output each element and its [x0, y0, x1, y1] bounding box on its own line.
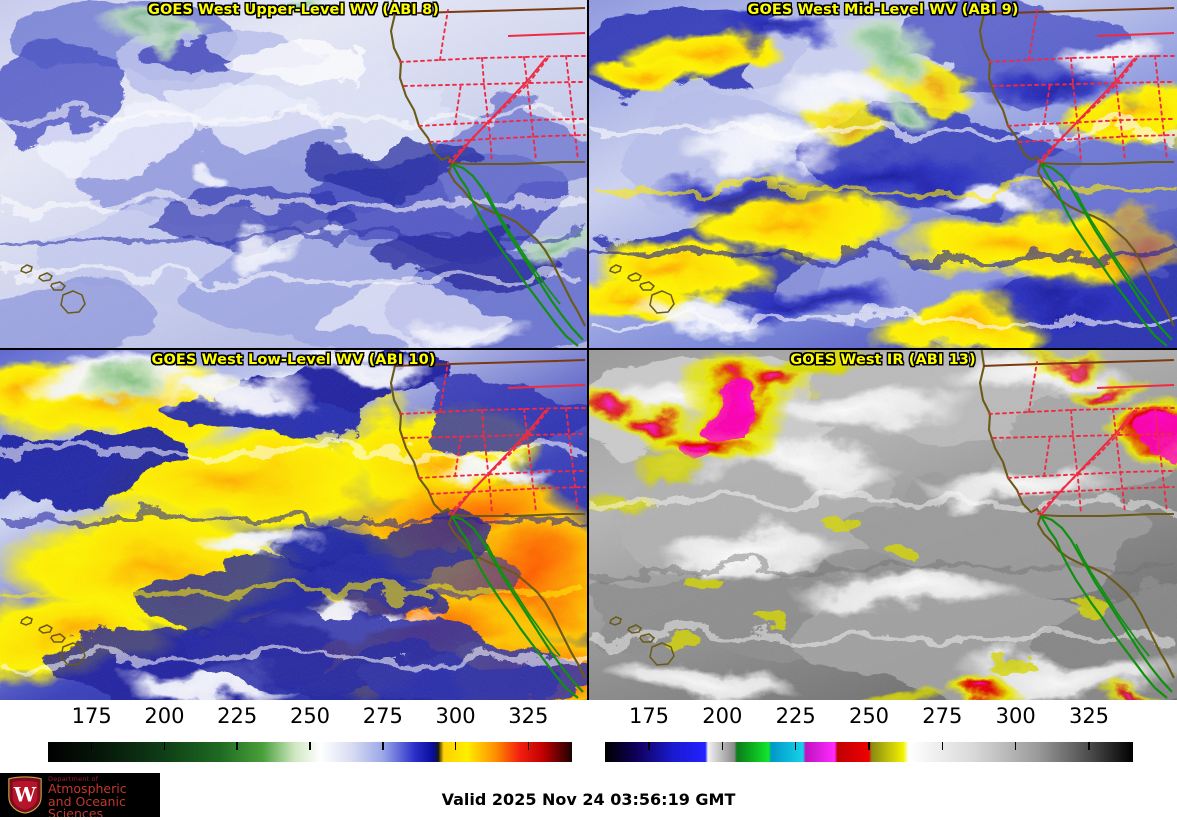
wv-colorbar-tick-mark [309, 742, 311, 750]
wv-colorbar-tick-mark [381, 742, 384, 750]
ir-colorbar-tick-mark [1088, 742, 1090, 750]
wv-colorbar-labels: 175 200 225 250 275 300 325 [0, 704, 589, 734]
ir-colorbar-tick-label: 325 [1068, 704, 1110, 728]
wv-colorbar-tick-mark [454, 742, 457, 750]
ir-colorbar-tick-label: 250 [848, 704, 890, 728]
ir-colorbar-labels: 175 200 225 250 275 300 325 [589, 704, 1177, 734]
ir-colorbar-tick-mark [941, 742, 944, 750]
ir-colorbar-group: 175 200 225 250 275 300 325 [589, 700, 1177, 770]
panel-upper-level-wv[interactable]: GOES West Upper-Level WV (ABI 8) [0, 0, 587, 348]
wv-colorbar-tick-mark [163, 742, 166, 750]
wv-colorbar-tick-label: 300 [435, 704, 476, 728]
ir-colorbar-tick-mark [648, 742, 650, 750]
wv-colorbar-group: 175 200 225 250 275 300 325 [0, 700, 589, 770]
wv-colorbar-tick-label: 200 [144, 704, 185, 728]
ir-colorbar-tick-label: 175 [628, 704, 670, 728]
low-level-wv-image [0, 350, 587, 700]
upper-level-wv-image [0, 0, 587, 348]
wv-colorbar-tick-mark [527, 742, 530, 750]
panel-ir[interactable]: GOES West IR (ABI 13) [589, 350, 1177, 700]
logo-line-oceanic: and Oceanic Sciences [48, 793, 126, 817]
panel-grid: GOES West Upper-Level WV (ABI 8) [0, 0, 1177, 700]
wv-colorbar-tick-label: 250 [289, 704, 331, 728]
panel-mid-level-wv[interactable]: GOES West Mid-Level WV (ABI 9) [589, 0, 1177, 348]
footer: W Department of Atmospheric and Oceanic … [0, 770, 1177, 820]
wv-colorbar-tick-label: 225 [217, 704, 258, 728]
ir-colorbar-ticks [589, 742, 1177, 750]
ir-colorbar-tick-mark [868, 742, 870, 750]
ir-image [589, 350, 1177, 700]
logo-line-atmospheric: Atmospheric [48, 780, 127, 796]
ir-colorbar-tick-mark [794, 742, 797, 750]
wv-colorbar-tick-label: 275 [362, 704, 403, 728]
wv-colorbar-tick-label: 325 [508, 704, 549, 728]
ir-colorbar-tick-mark [721, 742, 724, 750]
ir-colorbar-gradient [605, 742, 1133, 762]
panel-low-level-wv[interactable]: GOES West Low-Level WV (ABI 10) [0, 350, 587, 700]
uw-aos-logo[interactable]: W Department of Atmospheric and Oceanic … [0, 773, 160, 817]
svg-text:W: W [13, 783, 37, 807]
wv-colorbar-gradient [48, 742, 572, 762]
wv-colorbar-tick-mark [90, 742, 93, 750]
logo-line-department: Department of [48, 775, 99, 783]
ir-colorbar-tick-label: 200 [702, 704, 743, 728]
mid-level-wv-image [589, 0, 1177, 348]
uw-crest-icon: W [8, 776, 42, 814]
colorbar-area: 175 200 225 250 275 300 325 175 200 225 250 275 300… [0, 700, 1177, 770]
ir-colorbar-tick-label: 275 [922, 704, 963, 728]
valid-time-label: Valid 2025 Nov 24 03:56:19 GMT [441, 790, 736, 809]
wv-colorbar-tick-mark [236, 742, 239, 750]
ir-colorbar-tick-label: 300 [995, 704, 1036, 728]
wv-colorbar-tick-label: 175 [71, 704, 112, 728]
uw-aos-logo-text: Department of Atmospheric and Oceanic Sc… [48, 776, 160, 817]
ir-colorbar-tick-mark [1014, 742, 1017, 750]
ir-colorbar-tick-label: 225 [775, 704, 816, 728]
wv-colorbar-ticks [0, 742, 589, 750]
